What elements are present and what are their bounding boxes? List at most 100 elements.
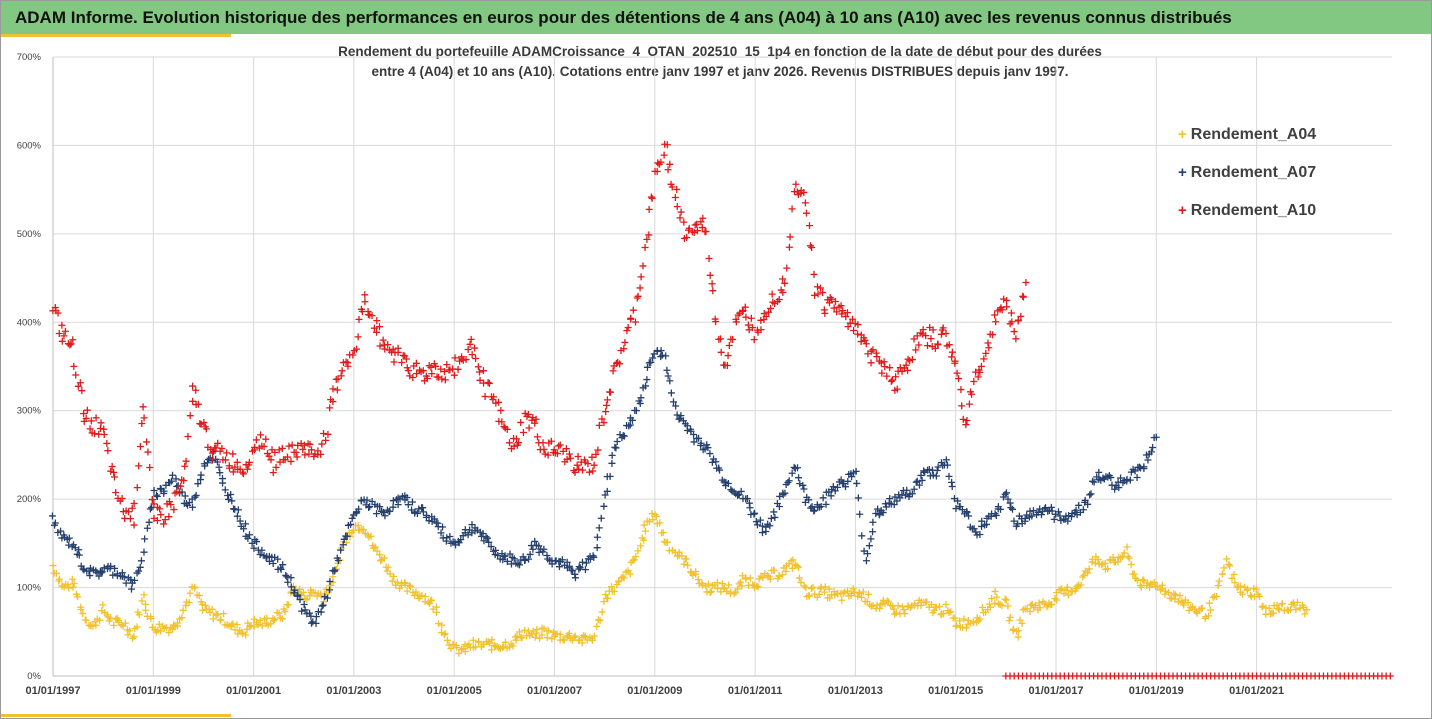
marker-rendement-a10 <box>189 382 197 390</box>
marker-rendement-a10 <box>160 520 168 528</box>
marker-rendement-a07 <box>197 471 205 479</box>
marker-rendement-a07 <box>379 508 387 516</box>
marker-rendement-a07 <box>203 459 211 467</box>
marker-rendement-a07 <box>452 541 460 549</box>
marker-rendement-a04 <box>1303 606 1311 614</box>
marker-rendement-a10 <box>376 342 384 350</box>
marker-rendement-a04 <box>401 580 409 588</box>
marker-rendement-a04 <box>1014 633 1022 641</box>
marker-rendement-a04 <box>789 556 797 564</box>
marker-rendement-a04 <box>501 638 509 646</box>
marker-rendement-a04 <box>1225 560 1233 568</box>
marker-rendement-a10 <box>361 291 369 299</box>
marker-rendement-a07 <box>636 399 644 407</box>
marker-rendement-a07 <box>208 456 216 464</box>
marker-rendement-a10 <box>466 340 474 348</box>
marker-rendement-a04 <box>126 627 134 635</box>
legend-item-a07: + Rendement_A07 <box>1178 164 1316 182</box>
marker-rendement-a04 <box>838 596 846 604</box>
marker-rendement-a10 <box>58 337 66 345</box>
marker-rendement-a07 <box>1117 474 1125 482</box>
marker-rendement-a04 <box>901 610 909 618</box>
marker-rendement-a07 <box>954 497 962 505</box>
marker-rendement-a04 <box>373 547 381 555</box>
marker-rendement-a04 <box>217 616 225 624</box>
marker-rendement-a10 <box>792 180 800 188</box>
marker-rendement-a04 <box>545 627 553 635</box>
marker-rendement-a07 <box>626 421 634 429</box>
marker-rendement-a10 <box>269 469 277 477</box>
marker-rendement-a04 <box>531 633 539 641</box>
marker-rendement-a04 <box>256 616 264 624</box>
marker-rendement-a10 <box>207 445 215 453</box>
marker-rendement-a10 <box>888 376 896 384</box>
marker-rendement-a07 <box>525 555 533 563</box>
marker-rendement-a04 <box>678 552 686 560</box>
marker-rendement-a07 <box>1084 500 1092 508</box>
marker-rendement-a04 <box>580 632 588 640</box>
marker-rendement-a04 <box>1230 570 1238 578</box>
marker-rendement-a07 <box>282 571 290 579</box>
marker-rendement-a10 <box>308 446 316 454</box>
marker-rendement-a10 <box>161 516 169 524</box>
marker-rendement-a10 <box>229 450 237 458</box>
marker-rendement-a07 <box>485 538 493 546</box>
marker-rendement-a04 <box>1180 601 1188 609</box>
marker-rendement-a07 <box>127 585 135 593</box>
marker-rendement-a10 <box>428 370 436 378</box>
marker-rendement-a07 <box>487 543 495 551</box>
marker-rendement-a07 <box>856 510 864 518</box>
y-tick-label: 500% <box>17 229 42 240</box>
marker-rendement-a10 <box>768 290 776 298</box>
marker-rendement-a10 <box>317 450 325 458</box>
marker-rendement-a10 <box>441 376 449 384</box>
marker-rendement-a10 <box>831 298 839 306</box>
marker-rendement-a04 <box>455 649 463 657</box>
marker-rendement-a07 <box>79 565 87 573</box>
legend-marker-a04: + <box>1178 126 1187 143</box>
marker-rendement-a10 <box>825 299 833 307</box>
marker-rendement-a10 <box>200 419 208 427</box>
marker-rendement-a04 <box>821 583 829 591</box>
marker-rendement-a10 <box>156 505 164 513</box>
marker-rendement-a04 <box>680 560 688 568</box>
y-tick-label: 300% <box>17 406 42 417</box>
marker-rendement-a07 <box>963 508 971 516</box>
marker-rendement-a04 <box>962 624 970 632</box>
marker-rendement-a04 <box>500 643 508 651</box>
marker-rendement-a10 <box>139 403 147 411</box>
marker-rendement-a10 <box>563 455 571 463</box>
marker-rendement-a10 <box>645 231 653 239</box>
marker-rendement-a10 <box>1003 303 1011 311</box>
marker-rendement-a04 <box>630 556 638 564</box>
marker-rendement-a04 <box>890 605 898 613</box>
marker-rendement-a07 <box>1010 517 1018 525</box>
marker-rendement-a04 <box>1231 579 1239 587</box>
marker-rendement-a04 <box>509 642 517 650</box>
marker-rendement-a10 <box>251 443 259 451</box>
marker-rendement-a10 <box>676 214 684 222</box>
marker-rendement-a10 <box>965 400 973 408</box>
marker-rendement-a07 <box>766 522 774 530</box>
marker-rendement-a04 <box>69 583 77 591</box>
marker-rendement-a04 <box>844 587 852 595</box>
marker-rendement-a04 <box>652 512 660 520</box>
marker-rendement-a10 <box>181 462 189 470</box>
marker-rendement-a10 <box>1012 335 1020 343</box>
marker-rendement-a10 <box>479 367 487 375</box>
marker-rendement-a10 <box>519 428 527 436</box>
marker-rendement-a10 <box>525 424 533 432</box>
marker-rendement-a04 <box>475 638 483 646</box>
marker-rendement-a04 <box>793 562 801 570</box>
marker-rendement-a07 <box>343 532 351 540</box>
marker-rendement-a04 <box>147 615 155 623</box>
marker-rendement-a04 <box>1080 571 1088 579</box>
marker-rendement-a04 <box>1274 605 1282 613</box>
marker-rendement-a07 <box>752 518 760 526</box>
marker-rendement-a07 <box>317 608 325 616</box>
marker-rendement-a04 <box>737 578 745 586</box>
marker-rendement-a10 <box>1019 292 1027 300</box>
marker-rendement-a10 <box>229 468 237 476</box>
marker-rendement-a10 <box>547 437 555 445</box>
marker-rendement-a07 <box>216 469 224 477</box>
